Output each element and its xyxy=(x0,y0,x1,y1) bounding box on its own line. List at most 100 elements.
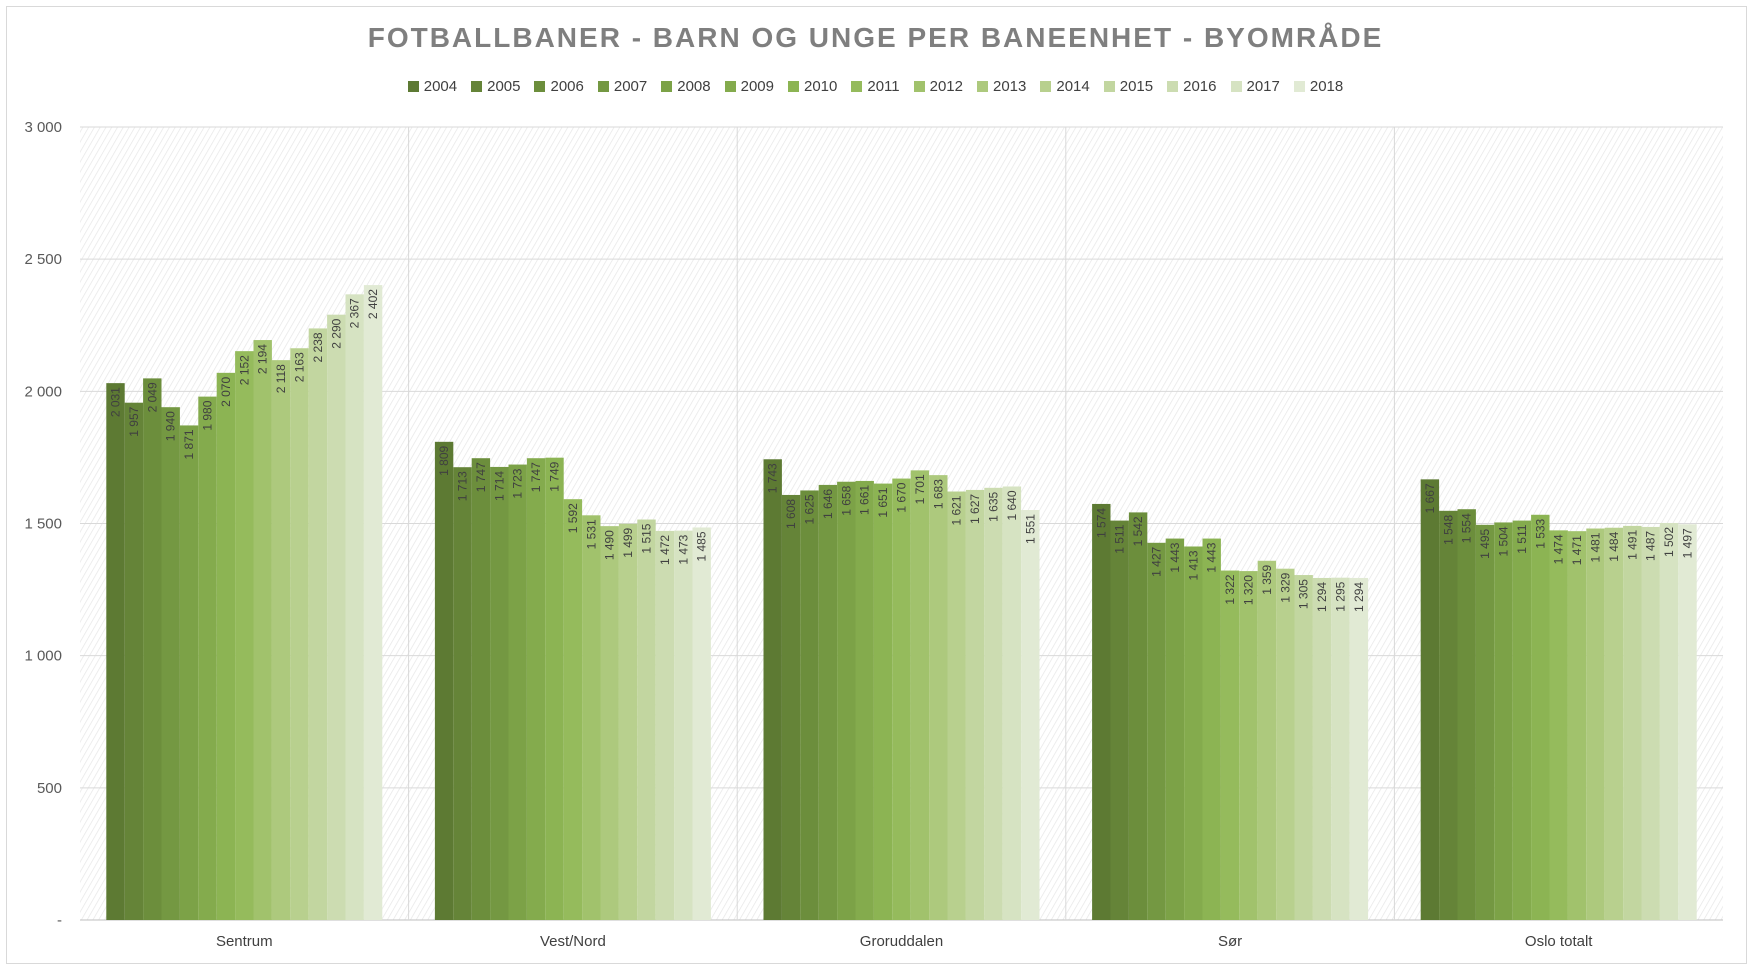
bar xyxy=(1531,514,1550,920)
data-label: 1 625 xyxy=(803,494,817,524)
data-label: 1 635 xyxy=(987,491,1001,521)
data-label: 1 627 xyxy=(968,494,982,524)
legend-swatch xyxy=(1167,81,1179,92)
bar xyxy=(1184,546,1203,920)
x-category-label: Oslo totalt xyxy=(1525,933,1593,950)
bar xyxy=(873,483,893,920)
legend-swatch xyxy=(724,81,736,92)
legend-label: 2005 xyxy=(487,78,521,95)
bar xyxy=(855,480,874,920)
x-category-label: Groruddalen xyxy=(860,933,943,950)
y-tick-label: 3 000 xyxy=(24,119,62,136)
legend-item: 2011 xyxy=(851,78,900,95)
bar xyxy=(655,530,675,920)
data-label: 2 238 xyxy=(311,332,325,362)
data-label: 1 701 xyxy=(913,474,927,504)
bars xyxy=(106,285,1697,921)
y-tick-label: 1 500 xyxy=(24,516,62,533)
legend-item: 2010 xyxy=(787,78,838,95)
legend-label: 2011 xyxy=(867,78,900,95)
bar xyxy=(143,378,162,921)
legend-item: 2015 xyxy=(1103,78,1153,95)
bar xyxy=(1567,531,1587,920)
x-axis-categories: Sentrum Vest/Nord Groruddalen Sør Oslo total… xyxy=(216,933,1593,950)
bar xyxy=(1641,526,1660,920)
data-label: 1 329 xyxy=(1278,572,1292,602)
bar xyxy=(471,458,491,920)
data-label: 1 743 xyxy=(766,463,780,493)
bar xyxy=(818,484,838,920)
bar xyxy=(363,285,383,921)
data-label: 1 957 xyxy=(127,406,141,436)
bar xyxy=(965,489,985,920)
bar xyxy=(837,481,856,920)
bar xyxy=(1257,560,1277,920)
data-label: 1 640 xyxy=(1005,490,1019,520)
data-label: 1 574 xyxy=(1094,508,1108,538)
bar xyxy=(1110,520,1129,920)
legend-swatch xyxy=(597,81,609,92)
data-label: 1 551 xyxy=(1023,514,1037,544)
bar xyxy=(1349,577,1369,920)
legend-swatch xyxy=(851,81,863,92)
data-label: 1 502 xyxy=(1662,527,1676,557)
data-label: 1 511 xyxy=(1515,524,1529,553)
bar xyxy=(618,523,638,920)
bar xyxy=(490,466,509,920)
data-label: 1 661 xyxy=(858,485,872,515)
data-label: 1 670 xyxy=(895,482,909,512)
data-label: 1 320 xyxy=(1242,575,1256,605)
y-tick-label: 2 500 xyxy=(24,251,62,268)
legend-label: 2010 xyxy=(803,78,838,95)
data-label: 1 481 xyxy=(1589,532,1603,562)
bar xyxy=(1586,528,1605,920)
bar xyxy=(929,475,948,920)
data-label: 1 504 xyxy=(1497,526,1511,556)
data-label: 1 667 xyxy=(1423,483,1437,513)
bar xyxy=(1659,522,1679,920)
bar xyxy=(271,360,291,921)
bar xyxy=(1623,525,1642,920)
data-label: 1 747 xyxy=(529,462,543,492)
data-label: 1 723 xyxy=(511,468,525,498)
bar xyxy=(692,527,711,920)
data-label: 1 484 xyxy=(1607,531,1621,561)
data-label: 1 473 xyxy=(676,534,690,564)
data-label: 1 485 xyxy=(695,531,709,561)
legend-item: 2016 xyxy=(1167,78,1217,95)
bar xyxy=(1475,524,1495,920)
data-label: 1 749 xyxy=(548,461,562,491)
bar xyxy=(106,383,125,920)
data-label: 1 980 xyxy=(201,400,215,430)
data-label: 1 359 xyxy=(1260,564,1274,594)
bar xyxy=(1512,520,1532,920)
data-label: 1 511 xyxy=(1113,524,1127,553)
data-label: 1 295 xyxy=(1334,581,1348,611)
data-label: 1 515 xyxy=(640,523,654,553)
bar xyxy=(327,314,346,921)
data-label: 2 402 xyxy=(366,289,380,319)
bar xyxy=(308,328,328,920)
bar xyxy=(345,294,364,920)
data-label: 1 871 xyxy=(182,429,196,459)
data-label: 1 531 xyxy=(584,519,598,549)
data-label: 1 940 xyxy=(164,411,178,441)
legend-item: 2005 xyxy=(471,78,520,95)
data-label: 1 427 xyxy=(1150,546,1164,576)
data-label: 1 472 xyxy=(658,535,672,565)
bar xyxy=(161,407,180,920)
data-label: 2 194 xyxy=(256,344,270,374)
bar xyxy=(1239,571,1258,920)
legend-label: 2012 xyxy=(929,78,963,95)
data-label: 1 608 xyxy=(784,499,798,529)
legend-swatch xyxy=(1293,81,1305,92)
bar xyxy=(910,470,930,920)
x-category-label: Vest/Nord xyxy=(540,933,606,950)
data-label: 2 118 xyxy=(274,364,288,393)
legend-item: 2004 xyxy=(407,78,457,95)
legend-item: 2018 xyxy=(1293,78,1343,95)
bar xyxy=(1002,486,1022,920)
data-label: 1 497 xyxy=(1681,528,1695,558)
data-label: 1 305 xyxy=(1297,579,1311,609)
bar xyxy=(1457,509,1476,920)
